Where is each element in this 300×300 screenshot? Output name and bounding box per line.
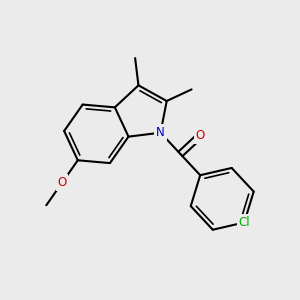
Text: N: N: [156, 126, 165, 139]
Text: Cl: Cl: [238, 216, 250, 229]
Text: O: O: [57, 176, 67, 189]
Text: O: O: [196, 129, 205, 142]
